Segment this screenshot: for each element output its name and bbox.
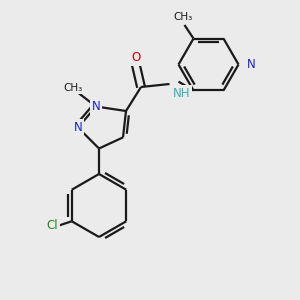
Text: Cl: Cl bbox=[46, 219, 58, 232]
Text: CH₃: CH₃ bbox=[64, 82, 83, 93]
Text: N: N bbox=[74, 121, 82, 134]
Text: CH₃: CH₃ bbox=[173, 12, 193, 22]
Text: O: O bbox=[131, 51, 140, 64]
Text: N: N bbox=[92, 100, 100, 113]
Text: N: N bbox=[247, 58, 256, 71]
Text: NH: NH bbox=[173, 87, 190, 100]
